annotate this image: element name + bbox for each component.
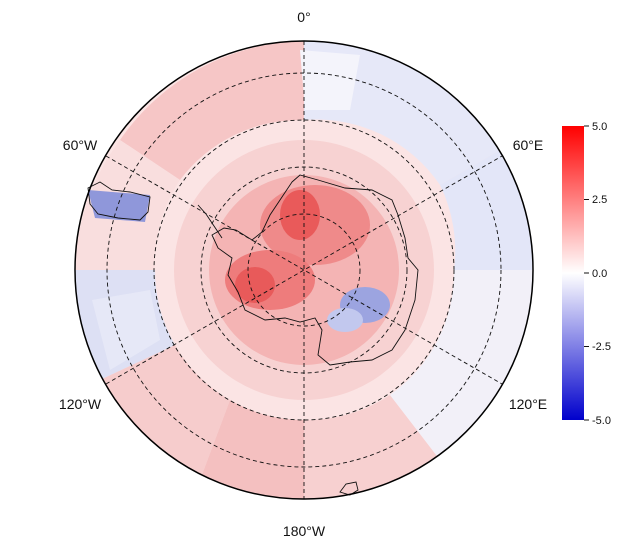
graticule <box>105 41 503 499</box>
map-boundary <box>74 40 534 500</box>
lon-label-120w: 120°W <box>59 396 102 412</box>
colorbar-tick-label: -2.5 <box>592 341 611 353</box>
colorbar-ticks <box>584 125 589 421</box>
anomaly-field <box>75 41 533 499</box>
lon-label-60e: 60°E <box>513 137 544 153</box>
colorbar-tick-label: 0.0 <box>592 268 607 280</box>
south-america-tip-outline <box>87 181 151 221</box>
colorbar-tick-label: -5.0 <box>592 415 611 427</box>
colorbar-tick-label: 5.0 <box>592 121 607 133</box>
colorbar-tick-label: 2.5 <box>592 194 607 206</box>
lon-label-60w: 60°W <box>63 137 98 153</box>
antarctica-coastline <box>211 174 419 366</box>
lon-label-top: 0° <box>297 9 310 25</box>
lon-label-bottom: 180°W <box>283 523 326 539</box>
antarctic-peninsula-outline <box>197 204 223 239</box>
colorbar-gradient <box>562 126 584 420</box>
lon-label-120e: 120°E <box>509 396 547 412</box>
colorbar: 5.0 2.5 0.0 -2.5 -5.0 <box>562 121 611 427</box>
